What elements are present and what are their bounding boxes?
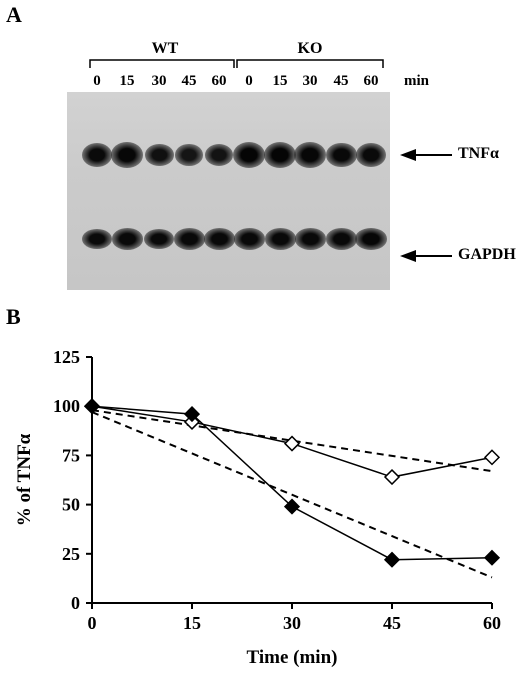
lane-label: 15 [119,73,135,89]
x-tick-label: 30 [283,613,301,633]
open-diamond-point [483,449,501,466]
open-diamond-point [383,468,401,486]
lane-label: 60 [363,73,379,89]
gapdh-band [294,228,326,250]
y-tick-label: 50 [62,495,80,515]
unit-label: min [404,73,430,89]
y-tick-label: 125 [53,347,80,367]
ko-bracket [236,59,384,68]
lane-label: 0 [93,73,101,89]
panel-a-letter: A [6,2,22,27]
gapdh-band [173,228,205,250]
ko-group-label: KO [297,40,323,57]
lane-label: 60 [211,73,227,89]
tnf-band [111,142,143,168]
band-arrows [400,149,452,262]
x-tick-label: 0 [88,613,97,633]
lane-label: 30 [302,73,318,89]
y-tick-label: 0 [71,593,80,613]
x-tick-label: 45 [383,613,401,633]
filled-diamond-point [483,549,501,566]
trend-line [91,409,493,473]
gapdh-band [203,228,235,250]
gapdh-arrow-icon [400,250,452,262]
tnf-band [264,142,296,168]
panel-b-letter: B [6,304,21,329]
tnf-band-label: TNFα [458,145,499,162]
tnf-band [294,142,326,168]
x-tick-label: 15 [183,613,201,633]
lane-label: 45 [333,73,349,89]
northern-blot-image [67,92,390,290]
lane-label: 30 [151,73,167,89]
x-axis-label: Time (min) [247,647,338,668]
lane-label: 45 [181,73,197,89]
series-line [91,405,493,561]
gapdh-band [325,228,357,250]
tnf-band [355,142,387,168]
tnf-arrow-icon [400,149,452,161]
y-axis-label: % of TNFα [14,433,35,526]
filled-diamond-point [83,398,101,415]
gapdh-band [355,228,387,250]
gapdh-band-label: GAPDH [458,246,516,263]
filled-diamond-point [183,406,201,423]
lane-label: 15 [272,73,288,89]
gapdh-band [111,228,143,250]
open-diamond-point [283,435,301,452]
group-brackets [89,59,384,68]
filled-diamond-point [283,498,301,515]
filled-diamond-point [383,551,401,568]
gapdh-band [143,228,175,250]
x-tick-label: 60 [483,613,501,633]
tnf-band [205,144,233,166]
y-tick-label: 100 [53,396,80,416]
gapdh-band [81,228,113,250]
tnf-band [233,142,265,168]
gapdh-band [264,228,296,250]
y-tick-label: 25 [62,544,80,564]
lane-label: 0 [245,73,253,89]
trend-line [91,411,493,579]
wt-group-label: WT [151,40,179,57]
tnf-band [325,142,357,168]
gapdh-band [233,228,265,250]
wt-bracket [89,59,235,68]
decay-chart: 0 25 50 75 100 125 0 15 30 45 60 Time (min) % of TNF… [14,347,501,668]
tnf-band [144,143,174,167]
tnf-band [175,144,203,166]
y-tick-label: 75 [62,445,80,465]
tnf-band [81,142,113,168]
